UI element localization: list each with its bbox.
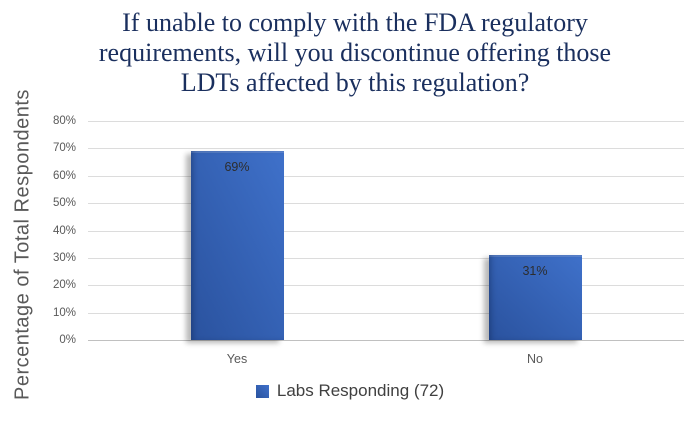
gridline-10 [88,312,684,314]
chart-title-line-1: If unable to comply with the FDA regulat… [122,8,588,37]
y-tick-label-70: 70% [52,142,76,155]
chart-title-line-3: LDTs affected by this regulation? [180,68,530,97]
bars-layer: 69% Yes 31% No [88,121,684,366]
gridline-50 [88,203,684,205]
y-tick-label-60: 60% [52,169,76,182]
y-tick-label-0: 0% [59,334,76,346]
y-tick-label-50: 50% [52,197,76,210]
plot-area: 0% 10% 20% 30% 40% 50% 60% 70% 80% 69% Yes 31% No [53,115,684,366]
gridline-60 [88,175,684,177]
x-label-no: No [527,352,543,366]
chart-title-line-2: requirements, will you discontinue offer… [98,38,612,67]
chart-title: If unable to comply with the FDA regulat… [55,8,655,98]
gridline-20 [88,285,684,287]
gridline-70 [88,148,684,150]
legend: Labs Responding (72) [0,380,700,402]
x-label-yes: Yes [226,352,248,366]
y-axis-title: Percentage of Total Respondents [11,89,34,401]
legend-marker-icon [255,384,269,398]
gridline-0 [88,340,684,341]
gridlines-layer: 0% 10% 20% 30% 40% 50% 60% 70% 80% [53,115,684,346]
y-tick-label-10: 10% [52,306,76,319]
bar-no: 31% [488,255,582,340]
y-tick-label-20: 20% [52,279,76,292]
value-label-no: 31% [522,264,548,279]
y-tick-label-40: 40% [52,224,76,237]
gridline-30 [88,257,684,259]
value-label-yes: 69% [224,160,250,175]
y-tick-label-30: 30% [52,251,76,264]
gridline-40 [88,230,684,232]
bar-yes: 69% [190,151,284,340]
legend-label: Labs Responding (72) [276,381,445,400]
y-tick-label-80: 80% [52,115,76,127]
gridline-80 [88,121,684,122]
